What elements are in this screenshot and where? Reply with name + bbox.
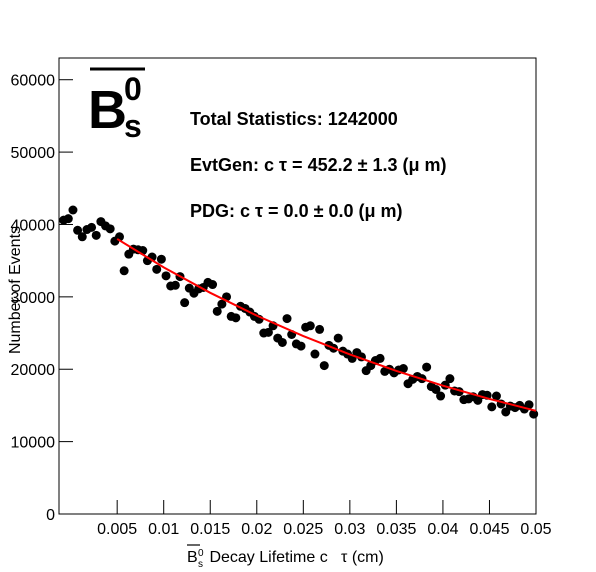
annotation: PDG: c τ = 0.0 ± 0.0 (μ m) xyxy=(190,201,403,221)
data-point xyxy=(282,314,292,324)
x-tick-label: 0.025 xyxy=(283,521,323,538)
data-point xyxy=(152,264,162,274)
data-point xyxy=(77,232,87,242)
data-point xyxy=(487,402,497,412)
x-label-base: B xyxy=(187,549,198,566)
data-point xyxy=(87,222,97,232)
annotation: EvtGen: c τ = 452.2 ± 1.3 (μ m) xyxy=(190,155,447,175)
x-tick-label: 0.015 xyxy=(190,521,230,538)
y-label: Number of Events xyxy=(7,226,24,354)
data-point xyxy=(305,321,315,331)
data-point xyxy=(208,280,218,290)
y-tick-label: 40000 xyxy=(11,217,56,234)
data-point xyxy=(529,409,539,419)
data-point xyxy=(119,266,129,276)
x-tick-label: 0.02 xyxy=(241,521,272,538)
y-tick-label: 20000 xyxy=(11,362,56,379)
data-point xyxy=(333,333,343,343)
x-tick-label: 0.04 xyxy=(427,521,458,538)
data-point xyxy=(524,400,534,410)
data-point xyxy=(315,324,325,334)
data-point xyxy=(491,391,501,401)
data-point xyxy=(436,391,446,401)
data-point xyxy=(296,341,306,351)
plot-frame xyxy=(58,57,537,515)
data-point xyxy=(68,205,78,215)
data-point xyxy=(161,271,171,281)
data-point xyxy=(398,364,408,374)
data-point xyxy=(422,362,432,372)
data-point xyxy=(180,298,190,308)
x-tick-label: 0.045 xyxy=(469,521,509,538)
data-point xyxy=(170,280,180,290)
data-point xyxy=(310,349,320,359)
y-tick-label: 50000 xyxy=(11,145,56,162)
x-tick-label: 0.005 xyxy=(97,521,137,538)
title-base: B xyxy=(88,80,127,140)
x-tick-label: 0.03 xyxy=(334,521,365,538)
y-tick-label: 0 xyxy=(46,507,55,524)
data-point xyxy=(63,214,73,224)
data-point xyxy=(217,299,227,309)
x-label-sub: s xyxy=(198,559,203,570)
data-point xyxy=(263,327,273,337)
y-tick-label: 60000 xyxy=(11,73,56,90)
data-point xyxy=(231,313,241,323)
data-point xyxy=(73,225,83,235)
title-sup: 0 xyxy=(124,71,142,107)
data-point xyxy=(277,337,287,347)
title-sub: s xyxy=(124,108,142,144)
x-label: Decay Lifetime c τ (cm) xyxy=(205,549,384,566)
data-point xyxy=(156,254,166,264)
data-point xyxy=(212,306,222,316)
data-point xyxy=(319,361,329,371)
x-tick-label: 0.05 xyxy=(520,521,551,538)
data-point xyxy=(445,374,455,384)
data-point xyxy=(431,385,441,395)
x-tick-label: 0.01 xyxy=(148,521,179,538)
data-point xyxy=(91,230,101,240)
y-tick-label: 10000 xyxy=(11,435,56,452)
fit-line xyxy=(116,238,537,412)
data-point xyxy=(105,224,115,234)
y-tick-label: 30000 xyxy=(11,290,56,307)
data-point xyxy=(375,353,385,363)
annotation: Total Statistics: 1242000 xyxy=(190,109,398,129)
x-label-sup: 0 xyxy=(198,548,204,559)
x-tick-label: 0.035 xyxy=(376,521,416,538)
